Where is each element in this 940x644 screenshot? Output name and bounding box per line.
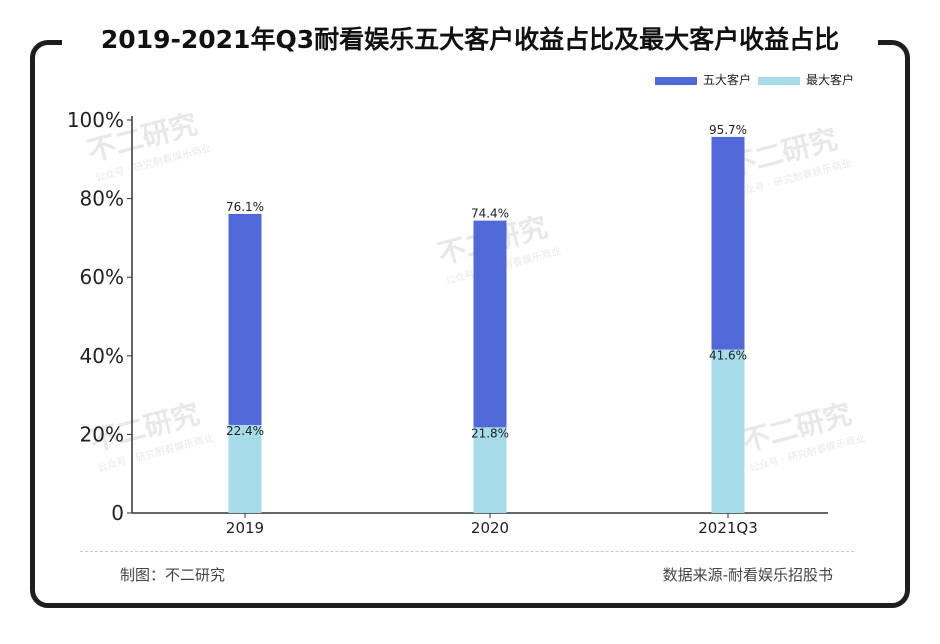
y-tick-label: 20% <box>80 422 124 446</box>
footer-source: 数据来源-耐看娱乐招股书 <box>662 566 833 584</box>
x-tick-label: 2020 <box>471 519 509 537</box>
bar-top5-customers <box>711 136 745 350</box>
y-tick-label: 60% <box>80 265 124 289</box>
data-label-largest: 41.6% <box>709 349 747 363</box>
data-label-largest: 22.4% <box>226 424 264 438</box>
bar-largest-customer <box>711 349 745 513</box>
y-tick-label: 80% <box>80 187 124 211</box>
legend-swatch-top5 <box>655 76 697 85</box>
bar-largest-customer <box>228 424 262 513</box>
chart-title: 2019-2021年Q3耐看娱乐五大客户收益占比及最大客户收益占比 <box>62 18 878 62</box>
x-tick-label: 2021Q3 <box>698 519 758 537</box>
data-label-top5: 74.4% <box>471 207 509 221</box>
footer-credit: 制图：不二研究 <box>120 566 226 584</box>
bar-top5-customers <box>473 220 507 428</box>
bar-top5-customers <box>228 213 262 425</box>
bar-largest-customer <box>473 427 507 513</box>
legend-label-top5: 五大客户 <box>703 73 752 87</box>
data-label-largest: 21.8% <box>471 426 509 440</box>
y-tick-label: 0 <box>111 501 124 525</box>
legend-swatch-largest <box>758 76 800 85</box>
legend-label-largest: 最大客户 <box>806 73 855 87</box>
data-label-top5: 76.1% <box>226 200 264 214</box>
x-tick-label: 2019 <box>226 519 264 537</box>
legend-item-largest: 最大客户 <box>758 73 854 87</box>
legend-item-top5: 五大客户 <box>655 73 751 87</box>
y-tick-label: 100% <box>67 108 124 132</box>
y-tick-label: 40% <box>80 344 124 368</box>
data-label-top5: 95.7% <box>709 123 747 137</box>
footer-divider <box>80 551 854 552</box>
